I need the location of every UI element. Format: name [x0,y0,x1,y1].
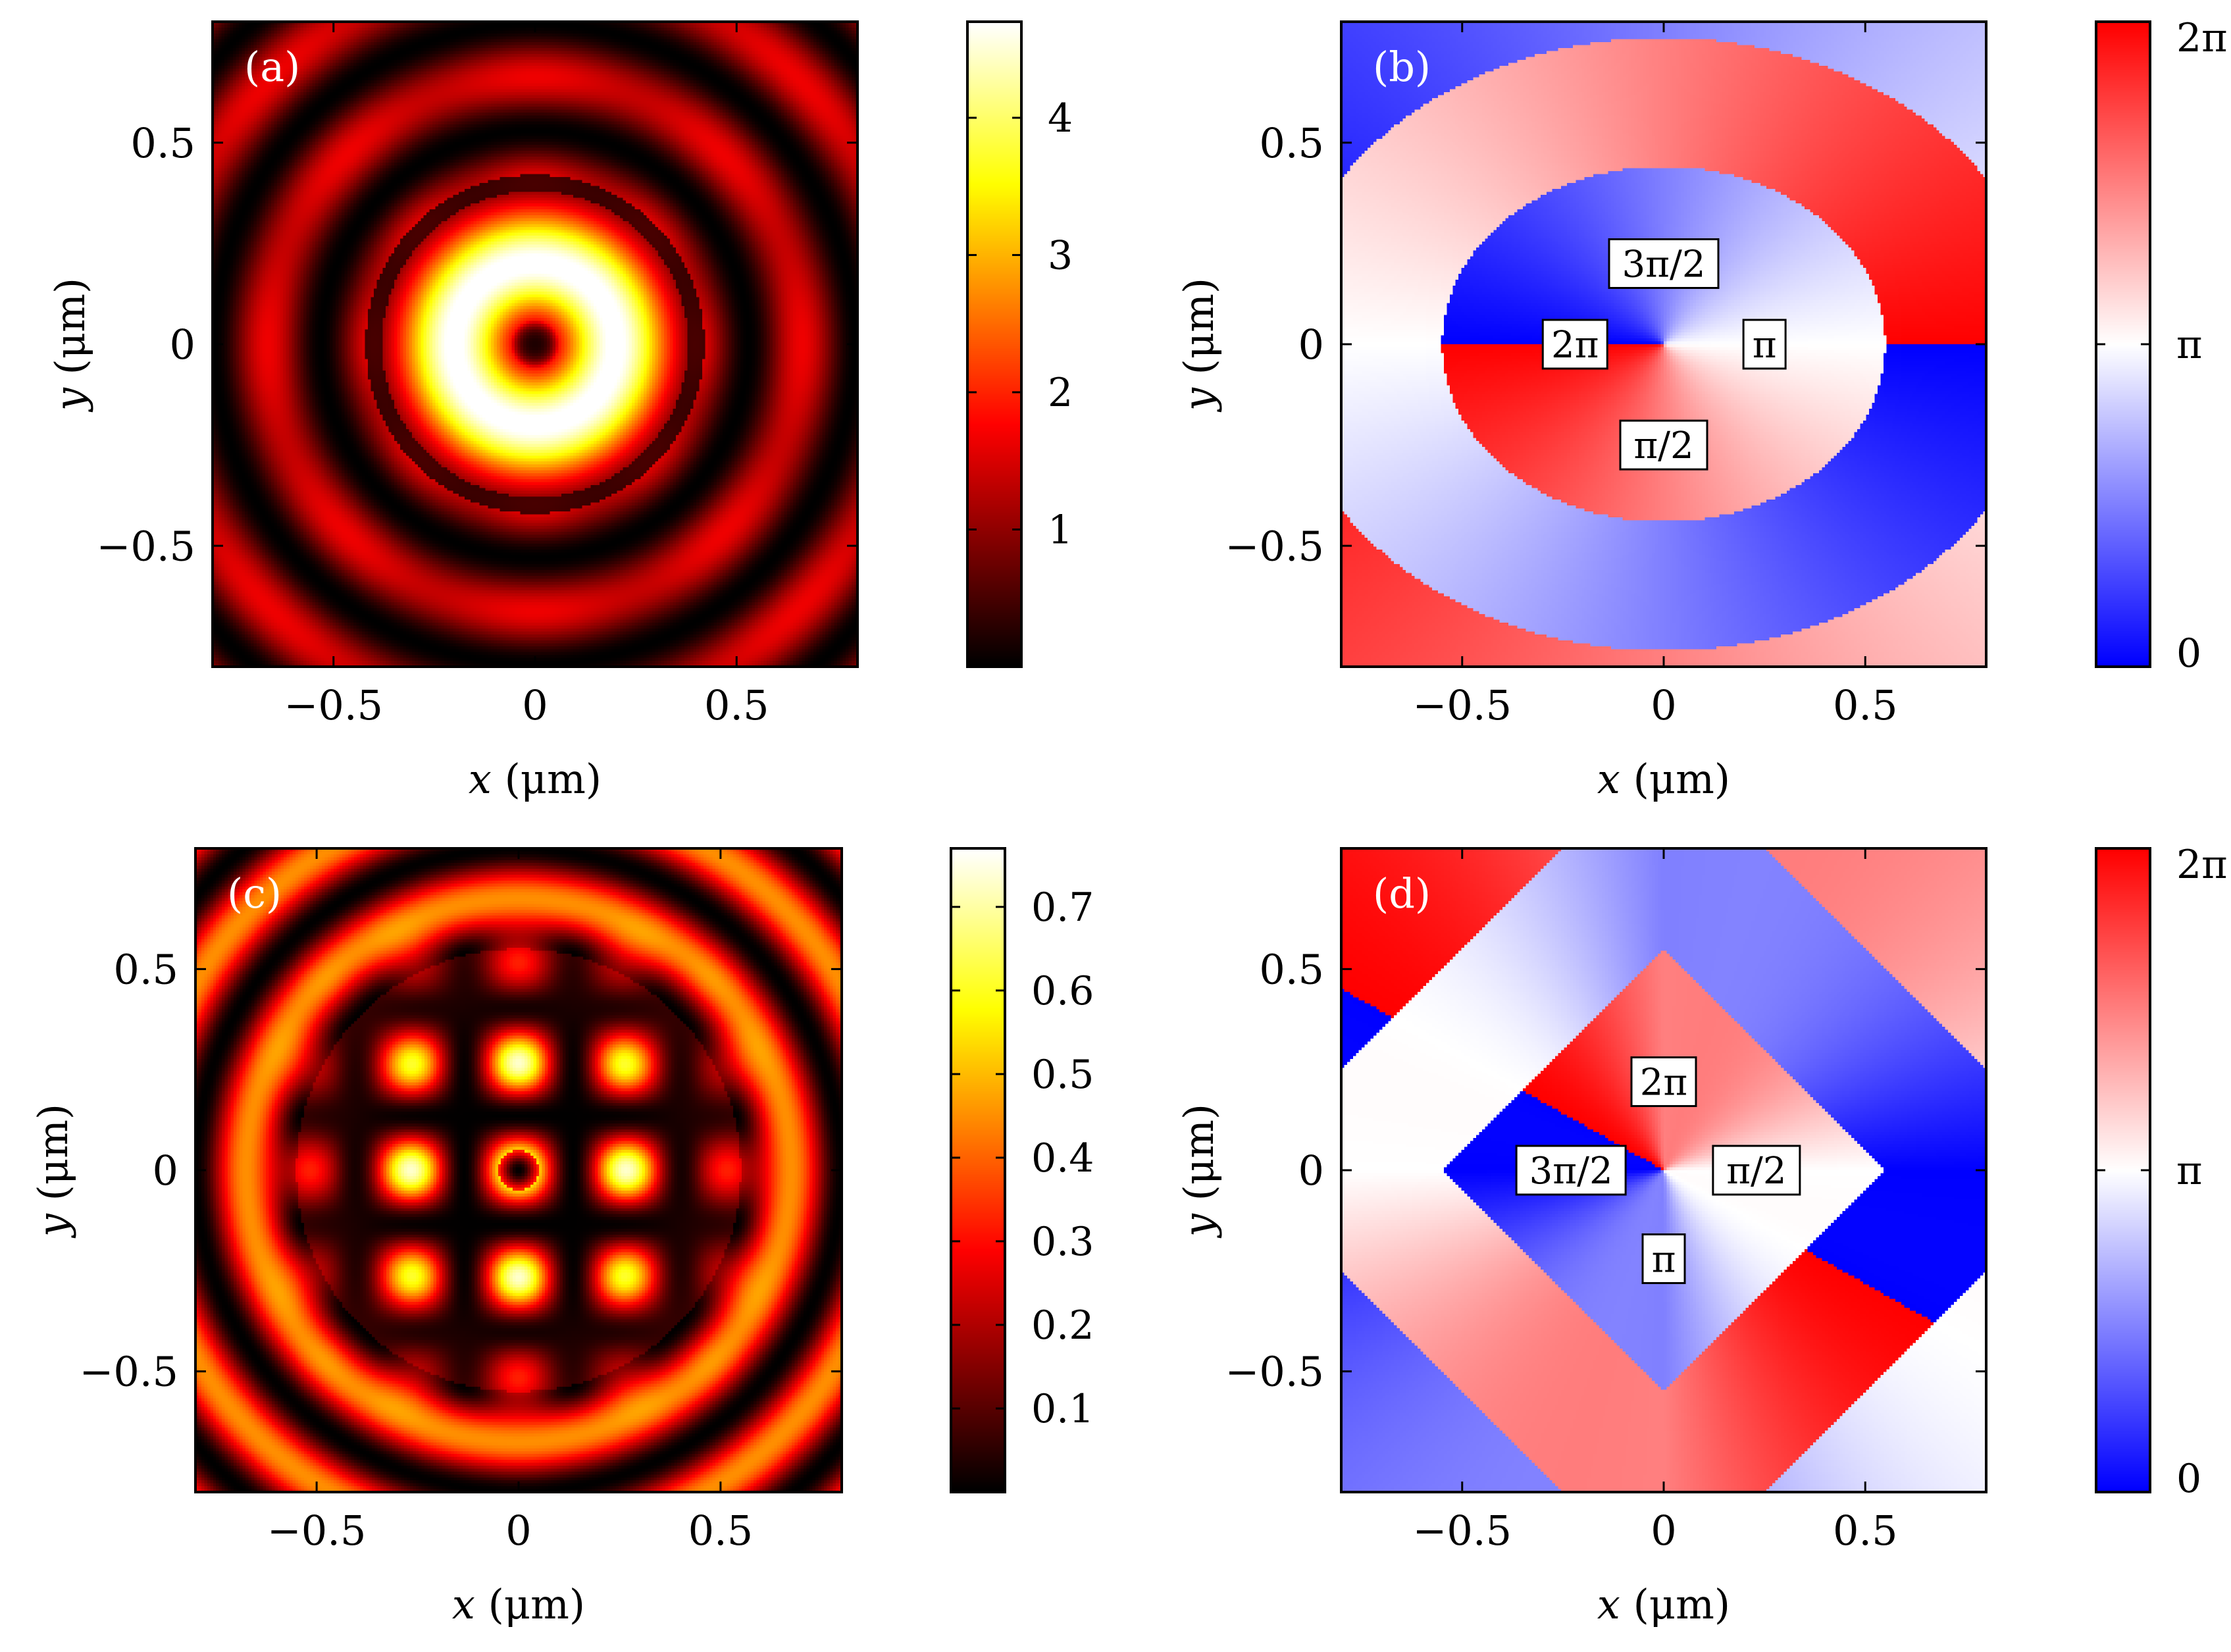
x-tick-label: 0 [1651,1507,1676,1555]
phase-annotation: 3π/2 [1515,1145,1627,1196]
colorbar-tick-label: 4 [1048,95,1073,142]
phase-annotation: π [1742,319,1787,370]
colorbar-tick-label: 0.6 [1031,968,1094,1014]
panel-label: (a) [244,43,300,91]
y-tick-label: −0.5 [79,1348,178,1396]
x-axis-label: x (μm) [1597,1580,1730,1628]
svg-text:π: π [1753,324,1777,367]
colorbar-tick-label: 0.4 [1031,1135,1094,1181]
x-axis-label: x (μm) [469,755,602,803]
y-tick-label: 0.5 [130,119,195,167]
colorbar-gradient [967,22,1021,667]
colorbar-b: 0 π 2π [2095,15,2228,677]
x-tick-label: −0.5 [1412,1507,1512,1555]
x-tick-label: −0.5 [284,681,383,729]
panel-label: (b) [1373,43,1431,91]
y-tick-label: 0.5 [1259,945,1324,993]
heatmap-b [1341,22,1986,667]
svg-text:3π/2: 3π/2 [1622,244,1706,286]
heatmap-c [195,848,842,1492]
x-tick-label: 0.5 [688,1507,754,1555]
y-tick-label: 0.5 [1259,119,1324,167]
panel-d: −0.5 0 0.5 0.5 0 −0.5 x (μm) y (μm) (d) 2π 3π/2 π/2… [1175,847,1987,1628]
y-tick-label: −0.5 [1225,1348,1324,1396]
colorbar-a: 1 2 3 4 [966,20,1073,668]
colorbar-tick-label: 0.5 [1031,1052,1094,1098]
x-tick-label: −0.5 [267,1507,367,1555]
phase-annotation: π [1641,1233,1686,1284]
colorbar-tick-label: 2 [1048,370,1073,416]
x-axis-label: x (μm) [1597,755,1730,803]
svg-text:2π: 2π [1551,324,1599,367]
x-tick-label: 0 [1651,681,1676,729]
panel-b: −0.5 0 0.5 0.5 0 −0.5 x (μm) y (μm) (b) 3π/2 2π π π/… [1175,20,1987,803]
panel-c: −0.5 0 0.5 0.5 0 −0.5 x (μm) y (μm) (c) [29,847,843,1628]
y-axis-label: y (μm) [1175,1104,1223,1239]
x-tick-label: 0.5 [1833,1507,1898,1555]
y-tick-label: 0 [1298,1147,1324,1195]
heatmap-a [213,22,858,667]
panel-label: (d) [1373,869,1431,917]
colorbar-c: 0.1 0.2 0.3 0.4 0.5 0.6 0.7 [950,847,1094,1493]
y-axis-label: y (μm) [1175,278,1223,413]
colorbar-tick-label: 1 [1048,507,1073,553]
svg-text:π/2: π/2 [1726,1150,1786,1193]
y-tick-label: −0.5 [1225,522,1324,570]
colorbar-tick-label: 2π [2176,842,2228,888]
colorbar-gradient [951,848,1005,1492]
y-tick-label: 0 [153,1147,178,1195]
y-tick-label: 0 [1298,321,1324,369]
colorbar-tick-label: 0.7 [1031,885,1094,931]
panel-a: −0.5 0 0.5 0.5 0 −0.5 x (μm) y (μm) (a) [46,20,859,803]
colorbar-tick-label: 3 [1048,232,1073,278]
phase-annotation: π/2 [1712,1145,1801,1196]
colorbar-tick-label: 0.2 [1031,1303,1094,1349]
colorbar-frame [966,20,1023,668]
y-axis-label: y (μm) [29,1104,77,1239]
colorbar-tick-label: π [2176,1148,2202,1194]
phase-annotation: π/2 [1619,419,1708,471]
x-axis-label: x (μm) [452,1580,585,1628]
colorbar-frame [950,847,1006,1493]
svg-text:π/2: π/2 [1633,425,1693,467]
x-tick-label: 0 [522,681,548,729]
x-tick-label: 0.5 [704,681,769,729]
phase-annotation: 3π/2 [1608,238,1720,289]
svg-text:π: π [1652,1238,1676,1281]
heatmap-d [1341,848,1986,1492]
panel-label: (c) [227,869,282,917]
colorbar-tick-label: 0.1 [1031,1386,1094,1432]
colorbar-tick-label: 0 [2176,1456,2201,1502]
y-tick-label: 0.5 [113,945,178,993]
y-tick-label: −0.5 [96,522,195,570]
colorbar-tick-label: 0 [2176,631,2201,677]
y-tick-label: 0 [170,321,195,369]
x-tick-label: 0 [505,1507,531,1555]
colorbar-d: 0 π 2π [2095,842,2228,1502]
colorbar-tick-label: 0.3 [1031,1219,1094,1265]
y-axis-label: y (μm) [46,278,94,413]
colorbar-tick-label: π [2176,322,2202,368]
phase-annotation: 2π [1541,319,1608,370]
svg-text:3π/2: 3π/2 [1529,1150,1613,1193]
colorbar-tick-label: 2π [2176,15,2228,61]
phase-annotation: 2π [1630,1056,1697,1108]
x-tick-label: −0.5 [1412,681,1512,729]
x-tick-label: 0.5 [1833,681,1898,729]
svg-text:2π: 2π [1640,1062,1687,1104]
